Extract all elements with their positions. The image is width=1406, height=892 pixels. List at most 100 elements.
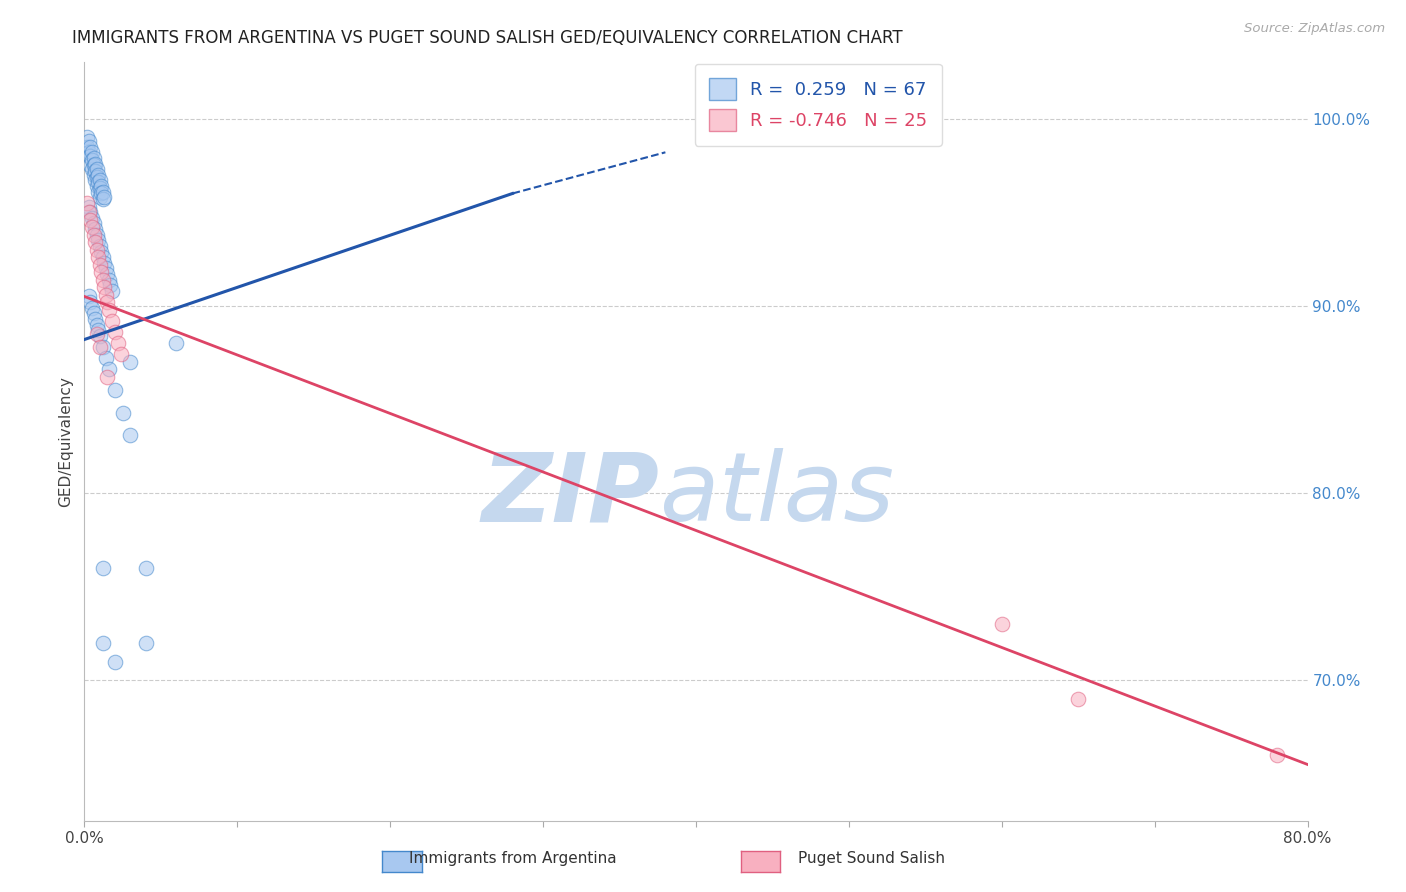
- Point: [94, 261, 117, 276]
- Point: [87, 233, 110, 247]
- Point: [80, 153, 103, 167]
- Point: [80, 145, 103, 160]
- Point: [90, 244, 112, 259]
- Point: [84, 235, 107, 249]
- Point: [91, 340, 114, 354]
- Point: [87, 175, 110, 189]
- Point: [86, 162, 108, 177]
- Point: [93, 256, 115, 270]
- Point: [77, 134, 100, 148]
- Point: [86, 227, 108, 242]
- Point: [84, 222, 107, 236]
- Point: [97, 272, 120, 286]
- Point: [91, 636, 114, 650]
- Point: [96, 267, 118, 281]
- Point: [89, 258, 111, 272]
- Point: [89, 340, 111, 354]
- Point: [135, 561, 157, 575]
- Point: [89, 181, 111, 195]
- Point: [94, 287, 117, 301]
- Point: [98, 278, 121, 293]
- Point: [89, 190, 111, 204]
- Y-axis label: GED/Equivalency: GED/Equivalency: [58, 376, 73, 507]
- Legend: R =  0.259   N = 67, R = -0.746   N = 25: R = 0.259 N = 67, R = -0.746 N = 25: [695, 64, 942, 146]
- Point: [96, 295, 118, 310]
- Point: [165, 336, 187, 351]
- Point: [86, 243, 108, 257]
- Point: [120, 428, 142, 442]
- Point: [87, 323, 110, 337]
- Point: [79, 212, 101, 227]
- Point: [76, 130, 98, 145]
- Point: [1265, 748, 1288, 763]
- Point: [90, 179, 112, 194]
- Point: [79, 158, 101, 172]
- Point: [86, 318, 108, 332]
- Point: [90, 186, 112, 201]
- Point: [84, 173, 107, 187]
- Point: [80, 220, 103, 235]
- Point: [83, 227, 105, 242]
- Point: [97, 302, 120, 317]
- Point: [87, 185, 110, 199]
- Point: [111, 405, 134, 419]
- Point: [89, 173, 111, 187]
- Point: [104, 383, 127, 397]
- Point: [83, 216, 105, 230]
- Point: [76, 139, 98, 153]
- Text: ZIP: ZIP: [481, 448, 659, 541]
- Point: [79, 139, 101, 153]
- Point: [120, 355, 142, 369]
- Point: [83, 158, 105, 172]
- Text: Source: ZipAtlas.com: Source: ZipAtlas.com: [1244, 22, 1385, 36]
- Point: [83, 306, 105, 320]
- Point: [77, 205, 100, 219]
- Point: [84, 164, 107, 178]
- Point: [89, 239, 111, 253]
- Text: atlas: atlas: [659, 448, 894, 541]
- Point: [84, 156, 107, 170]
- Point: [1067, 692, 1090, 706]
- Point: [104, 325, 127, 339]
- Point: [91, 250, 114, 264]
- Point: [80, 211, 103, 225]
- Point: [76, 195, 98, 210]
- Point: [79, 149, 101, 163]
- Point: [77, 289, 100, 303]
- Point: [91, 561, 114, 575]
- Point: [79, 295, 101, 310]
- Point: [104, 655, 127, 669]
- Point: [80, 301, 103, 315]
- Point: [90, 265, 112, 279]
- Point: [107, 336, 129, 351]
- Point: [991, 617, 1014, 632]
- Point: [86, 326, 108, 341]
- Point: [93, 280, 115, 294]
- Point: [91, 192, 114, 206]
- Point: [94, 351, 117, 366]
- Text: IMMIGRANTS FROM ARGENTINA VS PUGET SOUND SALISH GED/EQUIVALENCY CORRELATION CHAR: IMMIGRANTS FROM ARGENTINA VS PUGET SOUND…: [72, 29, 903, 47]
- Text: Immigrants from Argentina: Immigrants from Argentina: [409, 851, 617, 865]
- Point: [77, 145, 100, 160]
- Point: [101, 284, 124, 298]
- Point: [83, 168, 105, 182]
- Point: [84, 312, 107, 326]
- Point: [86, 179, 108, 194]
- Point: [89, 328, 111, 343]
- Point: [83, 151, 105, 165]
- Point: [96, 370, 118, 384]
- Point: [80, 162, 103, 177]
- Point: [97, 362, 120, 376]
- Point: [110, 347, 132, 361]
- Point: [77, 200, 100, 214]
- Point: [86, 169, 108, 184]
- Point: [87, 250, 110, 264]
- Point: [93, 190, 115, 204]
- Point: [101, 314, 124, 328]
- Point: [135, 636, 157, 650]
- Point: [91, 185, 114, 199]
- Text: Puget Sound Salish: Puget Sound Salish: [799, 851, 945, 865]
- Point: [91, 272, 114, 286]
- Point: [79, 205, 101, 219]
- Point: [87, 168, 110, 182]
